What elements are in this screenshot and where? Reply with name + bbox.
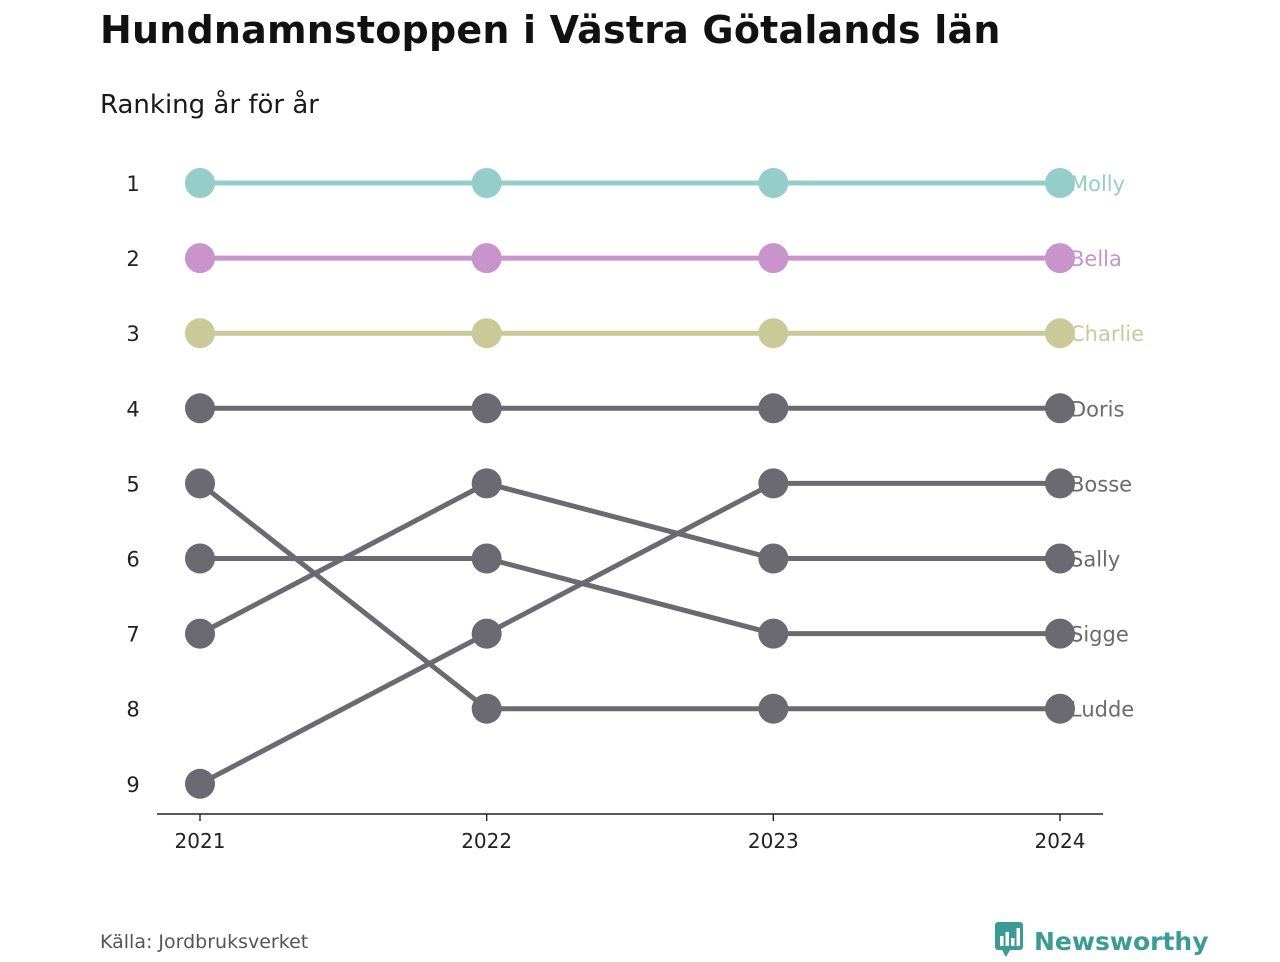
series-points	[185, 168, 1075, 799]
source-note: Källa: Jordbruksverket	[100, 931, 309, 953]
point-bosse-2024	[1045, 468, 1075, 499]
point-doris-2023	[758, 393, 789, 424]
axis-layer: 1 2 3 4 5 6 7 8 9 2021 2022 2023 2024	[126, 172, 1103, 853]
point-ludde-2024	[1045, 693, 1075, 724]
point-doris-2024	[1045, 393, 1075, 424]
y-tick-label-3: 3	[126, 322, 139, 346]
point-bella-2022	[471, 243, 502, 274]
point-doris-2022	[471, 393, 502, 424]
point-sally-2022	[471, 468, 502, 499]
point-bosse-2021	[185, 768, 215, 799]
end-label-ludde: Ludde	[1070, 698, 1134, 722]
point-charlie-2024	[1045, 318, 1075, 349]
series-lines	[197, 180, 1063, 787]
series-line-sigge	[197, 556, 1063, 637]
point-ludde-2022	[471, 693, 502, 724]
point-charlie-2022	[471, 318, 502, 349]
point-doris-2021	[185, 393, 215, 424]
point-molly-2021	[185, 168, 215, 198]
point-molly-2024	[1045, 168, 1075, 198]
point-bosse-2023	[758, 468, 789, 499]
point-bella-2021	[185, 243, 215, 274]
end-label-sally: Sally	[1070, 548, 1120, 572]
series-end-labels: Molly Bella Charlie Doris Bosse Sally Sigge Lud…	[1070, 172, 1144, 722]
point-ludde-2021	[185, 468, 215, 499]
newsworthy-logo-icon	[994, 920, 1024, 962]
point-sigge-2022	[471, 543, 502, 574]
point-sigge-2023	[758, 618, 789, 649]
point-molly-2022	[471, 168, 502, 198]
x-tick-label-2024: 2024	[1035, 829, 1086, 853]
point-bella-2024	[1045, 243, 1075, 274]
point-sally-2023	[758, 543, 789, 574]
point-bosse-2022	[471, 618, 502, 649]
y-tick-label-2: 2	[126, 247, 139, 271]
y-tick-label-4: 4	[126, 397, 139, 421]
y-tick-label-8: 8	[126, 698, 139, 722]
brand-logo: Newsworthy	[994, 922, 1209, 960]
end-label-doris: Doris	[1070, 397, 1124, 421]
bump-chart: 1 2 3 4 5 6 7 8 9 2021 2022 2023 2024 Molly Bella Char…	[126, 168, 1144, 853]
point-sigge-2024	[1045, 618, 1075, 649]
chart-subtitle: Ranking år för år	[100, 90, 319, 120]
point-molly-2023	[758, 168, 789, 198]
point-ludde-2023	[758, 693, 789, 724]
y-tick-label-5: 5	[126, 472, 139, 496]
y-tick-label-7: 7	[126, 623, 139, 647]
brand-name: Newsworthy	[1034, 926, 1209, 956]
end-label-bosse: Bosse	[1070, 472, 1132, 496]
end-label-molly: Molly	[1070, 172, 1125, 196]
point-sigge-2021	[185, 543, 215, 574]
x-tick-label-2022: 2022	[461, 829, 512, 853]
point-sally-2021	[185, 618, 215, 649]
x-tick-label-2023: 2023	[748, 829, 799, 853]
series-line-bosse	[197, 480, 1063, 787]
point-charlie-2023	[758, 318, 789, 349]
series-line-ludde	[197, 480, 1063, 712]
y-tick-label-1: 1	[126, 172, 139, 196]
y-tick-label-6: 6	[126, 548, 139, 572]
point-bella-2023	[758, 243, 789, 274]
point-sally-2024	[1045, 543, 1075, 574]
chart-title: Hundnamnstoppen i Västra Götalands län	[100, 8, 1001, 52]
y-tick-label-9: 9	[126, 773, 139, 797]
point-charlie-2021	[185, 318, 215, 349]
end-label-charlie: Charlie	[1070, 322, 1144, 346]
end-label-sigge: Sigge	[1070, 623, 1129, 647]
x-tick-label-2021: 2021	[175, 829, 226, 853]
end-label-bella: Bella	[1070, 247, 1122, 271]
